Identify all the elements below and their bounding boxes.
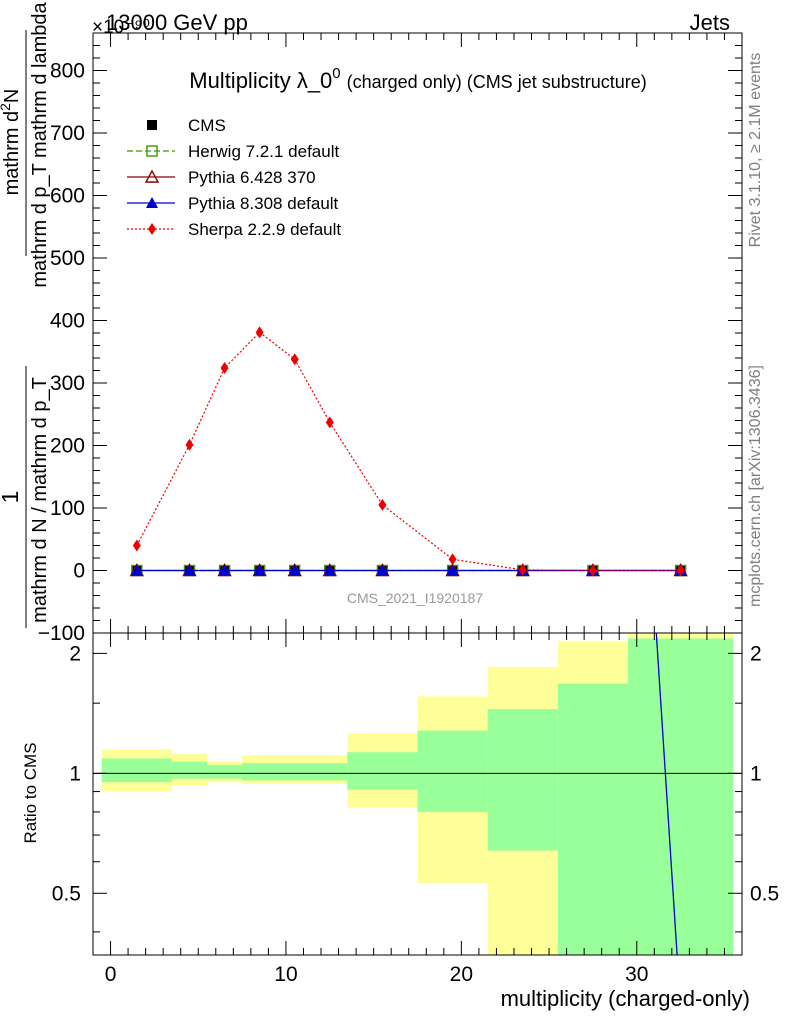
ratio-y-axis-label: Ratio to CMS: [21, 742, 40, 843]
x-axis-label: multiplicity (charged-only): [501, 986, 750, 1011]
rivet-version-label: Rivet 3.1.10, ≥ 2.1M events: [747, 53, 764, 248]
main-y-axis: −100 0 100 200 300 400 500 600 700 800: [38, 32, 742, 645]
x-axis: 0 10 20 30: [92, 33, 725, 986]
legend-marker: [144, 169, 160, 183]
main-title-sup: 0: [332, 65, 340, 82]
legend-label: Pythia 6.428 370: [188, 168, 316, 187]
ratio-y-tick-label-right: 0.5: [750, 882, 779, 905]
data-point: [130, 564, 143, 576]
main-title: Multiplicity λ_00 (charged only) (CMS jet…: [189, 65, 647, 93]
ratio-green-band: [171, 761, 208, 779]
legend-marker: [146, 145, 158, 157]
ratio-y-axis: 0.5 0.5 1 1 2 2: [52, 642, 779, 933]
ratio-y-tick-label: 2: [69, 642, 81, 665]
data-point: [323, 564, 336, 576]
ratio-model-line: [655, 633, 678, 955]
main-y-tick-label: 100: [50, 497, 85, 520]
ratio-green-band: [487, 709, 558, 851]
legend-marker: [147, 120, 157, 130]
data-point: [448, 553, 457, 566]
analysis-watermark: CMS_2021_I1920187: [347, 590, 483, 606]
ratio-x-tick-label: 30: [625, 963, 648, 986]
header-right-label: Jets: [690, 10, 730, 35]
y-label-numerator-sup: 2: [0, 103, 13, 111]
ratio-y-tick-label-right: 2: [750, 642, 762, 665]
y-label-numerator: mathrm d2N: [0, 89, 23, 196]
series-pythia-8-308-default: [130, 564, 687, 576]
y-axis-multiplier: ×10⁻⁹⁰: [92, 17, 150, 38]
data-point: [378, 498, 387, 511]
ratio-x-tick-label: 20: [450, 963, 473, 986]
data-point: [253, 564, 266, 576]
legend-marker: [148, 223, 156, 235]
data-point: [518, 563, 527, 576]
series-sherpa-2-2-9-default: [132, 326, 685, 577]
ratio-y-tick-label-right: 1: [750, 762, 762, 785]
ratio-x-tick-label: 0: [105, 963, 117, 986]
y-label-numerator-part: mathrm d: [1, 111, 23, 195]
data-point: [132, 539, 141, 552]
main-y-tick-label: 300: [50, 372, 85, 395]
main-y-tick-label: 800: [50, 60, 85, 83]
ratio-x-tick-label: 10: [274, 963, 297, 986]
data-point: [183, 564, 196, 576]
ratio-green-band: [347, 752, 418, 790]
header-left-label: 13000 GeV pp: [106, 10, 248, 35]
legend-label: Pythia 8.308 default: [188, 194, 339, 213]
main-y-tick-label: 700: [50, 122, 85, 145]
y-label-numerator-part: N: [1, 89, 23, 103]
legend-marker: [146, 197, 158, 208]
data-point: [218, 564, 231, 576]
ratio-green-band: [627, 638, 734, 955]
y-label-denominator: mathrm d p_T mathrm d lambda: [29, 1, 51, 287]
mcplots-label: mcplots.cern.ch [arXiv:1306.3436]: [747, 365, 764, 607]
main-title-main: Multiplicity λ_0: [189, 68, 332, 93]
ratio-green-band: [557, 683, 628, 955]
data-point: [220, 362, 229, 374]
ratio-y-tick-label: 0.5: [52, 882, 81, 905]
data-point: [185, 438, 194, 451]
data-point: [376, 564, 389, 576]
ratio-bands: [101, 633, 734, 955]
legend-label: Sherpa 2.2.9 default: [188, 220, 341, 239]
main-y-tick-label: 0: [73, 560, 85, 583]
data-point: [290, 353, 299, 366]
y-label-prefix: 1: [0, 491, 23, 504]
main-y-tick-label: −100: [38, 622, 85, 645]
legend-label: CMS: [188, 116, 226, 135]
ratio-green-band: [207, 764, 243, 779]
data-point: [446, 564, 459, 576]
data-point: [288, 564, 301, 576]
series-line: [136, 331, 681, 572]
main-y-tick-label: 500: [50, 247, 85, 270]
legend-label: Herwig 7.2.1 default: [188, 142, 339, 161]
legend: CMS Herwig 7.2.1 default Pythia 6.428 370 P…: [127, 116, 341, 239]
data-point: [325, 416, 334, 429]
ratio-y-tick-label: 1: [69, 762, 81, 785]
ratio-green-band: [101, 758, 172, 783]
data-point: [588, 564, 597, 577]
main-y-tick-label: 200: [50, 435, 85, 458]
data-point: [255, 326, 264, 339]
main-y-tick-label: 600: [50, 185, 85, 208]
ratio-plot-frame: [92, 632, 743, 956]
main-title-tail: (charged only) (CMS jet substructure): [347, 72, 647, 92]
y-label-prefix-denominator: mathrm d N / mathrm d p_T: [29, 377, 51, 623]
data-point: [676, 564, 685, 577]
main-y-tick-label: 400: [50, 310, 85, 333]
ratio-green-band: [417, 730, 488, 812]
ratio-green-band: [242, 763, 348, 781]
